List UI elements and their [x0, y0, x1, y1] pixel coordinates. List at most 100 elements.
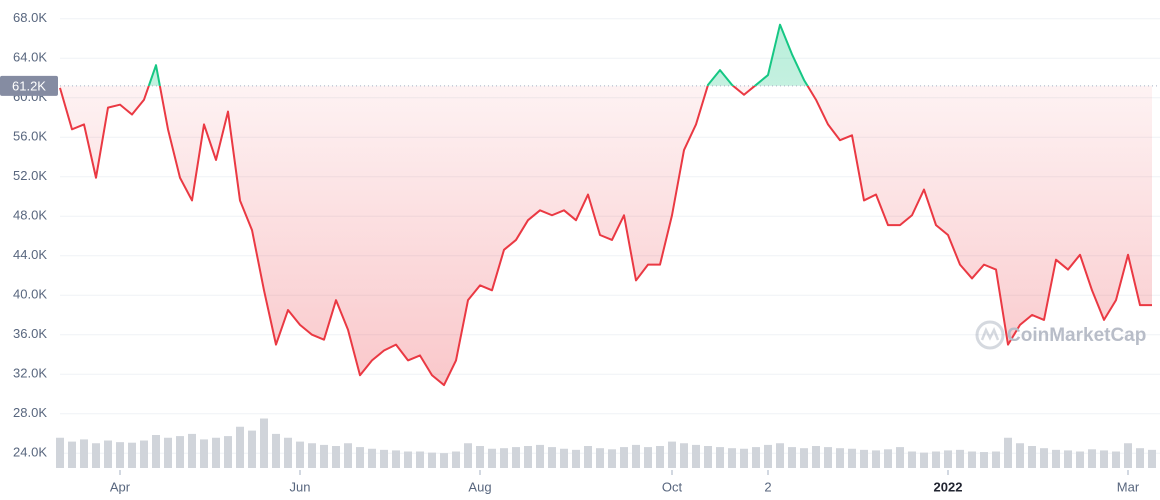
volume-bar: [56, 437, 64, 468]
y-tick-label: 56.0K: [13, 129, 47, 144]
volume-bar: [464, 443, 472, 468]
volume-bar: [560, 448, 568, 468]
volume-bar: [992, 451, 1000, 468]
volume-bar: [764, 444, 772, 468]
areas: [60, 24, 1152, 386]
x-tick-label: Apr: [110, 479, 131, 494]
volume-bar: [908, 451, 916, 468]
volume-bar: [1040, 448, 1048, 468]
volume-bar: [320, 444, 328, 468]
x-tick-label: 2: [764, 479, 771, 494]
volume-bar: [980, 452, 988, 468]
x-tick-label: 2022: [934, 479, 963, 494]
baseline-label: 61.2K: [12, 78, 46, 93]
volume-bar: [68, 441, 76, 468]
y-tick-label: 36.0K: [13, 326, 47, 341]
volume-bar: [236, 426, 244, 468]
volume-bar: [1028, 446, 1036, 468]
y-tick-label: 48.0K: [13, 208, 47, 223]
volume-bar: [500, 448, 508, 468]
x-tick-label: Mar: [1117, 479, 1140, 494]
volume-bar: [296, 441, 304, 468]
lines: [59, 23, 1160, 387]
volume-bar: [860, 449, 868, 468]
volume-bar: [776, 443, 784, 468]
y-tick-label: 24.0K: [13, 445, 47, 460]
volume-bars: [56, 418, 1156, 468]
volume-bar: [248, 430, 256, 468]
baseline-label-box: [0, 75, 58, 96]
area-below: [60, 85, 1152, 386]
volume-bar: [212, 437, 220, 468]
volume-bar: [428, 452, 436, 468]
volume-bar: [608, 449, 616, 468]
volume-bar: [512, 447, 520, 468]
volume-bar: [1148, 449, 1156, 468]
x-tick-label: Aug: [468, 479, 491, 494]
volume-bar: [740, 448, 748, 468]
volume-bar: [224, 436, 232, 468]
watermark-logo: [975, 320, 1005, 350]
volume-bar: [188, 433, 196, 468]
volume-bar: [536, 444, 544, 468]
volume-bar: [788, 447, 796, 468]
volume-bar: [308, 443, 316, 468]
volume-bar: [332, 446, 340, 468]
volume-bar: [92, 443, 100, 468]
volume-bar: [548, 447, 556, 468]
volume-bar: [968, 451, 976, 468]
volume-bar: [128, 442, 136, 468]
watermark: CoinMarketCap: [1007, 325, 1146, 346]
volume-bar: [596, 448, 604, 468]
volume-bar: [848, 448, 856, 468]
volume-bar: [956, 449, 964, 468]
volume-bar: [692, 444, 700, 468]
volume-bar: [716, 447, 724, 468]
volume-bar: [728, 448, 736, 468]
labels: 24.0K 28.0K 32.0K 36.0K 40.0K 44.0K 48.0K 52.0K…: [0, 10, 1140, 494]
volume-bar: [932, 451, 940, 468]
volume-bar: [284, 437, 292, 468]
volume-bar: [620, 447, 628, 468]
volume-bar: [176, 436, 184, 468]
volume-bar: [920, 452, 928, 468]
y-tick-label: 64.0K: [13, 50, 47, 65]
volume-bar: [380, 449, 388, 468]
price-line: [59, 85, 1152, 387]
volume-bar: [1064, 450, 1072, 468]
volume-bar: [260, 418, 268, 468]
volume-bar: [440, 453, 448, 468]
volume-bar: [152, 435, 160, 468]
volume-bar: [356, 447, 364, 468]
volume-bar: [800, 448, 808, 468]
x-tick-label: Jun: [290, 479, 311, 494]
volume-bar: [404, 451, 412, 468]
volume-bar: [668, 441, 676, 468]
y-tick-label: 40.0K: [13, 287, 47, 302]
volume-bar: [116, 442, 124, 468]
volume-bar: [752, 447, 760, 468]
y-tick-label: 52.0K: [13, 168, 47, 183]
volume-bar: [1016, 443, 1024, 468]
volume-bar: [392, 450, 400, 468]
volume-bar: [416, 451, 424, 468]
volume-bar: [896, 447, 904, 468]
volume-bar: [644, 447, 652, 468]
volume-bar: [1052, 449, 1060, 468]
volume-bar: [572, 449, 580, 468]
volume-bar: [632, 444, 640, 468]
volume-bar: [80, 439, 88, 468]
volume-bar: [884, 449, 892, 468]
volume-bar: [704, 446, 712, 468]
x-tick-label: Oct: [662, 479, 683, 494]
volume-bar: [272, 433, 280, 468]
volume-bar: [476, 446, 484, 468]
volume-bar: [680, 443, 688, 468]
volume-bar: [812, 446, 820, 468]
volume-bar: [140, 440, 148, 468]
y-tick-label: 44.0K: [13, 247, 47, 262]
y-tick-label: 28.0K: [13, 405, 47, 420]
volume-bar: [344, 443, 352, 468]
volume-bar: [656, 446, 664, 468]
